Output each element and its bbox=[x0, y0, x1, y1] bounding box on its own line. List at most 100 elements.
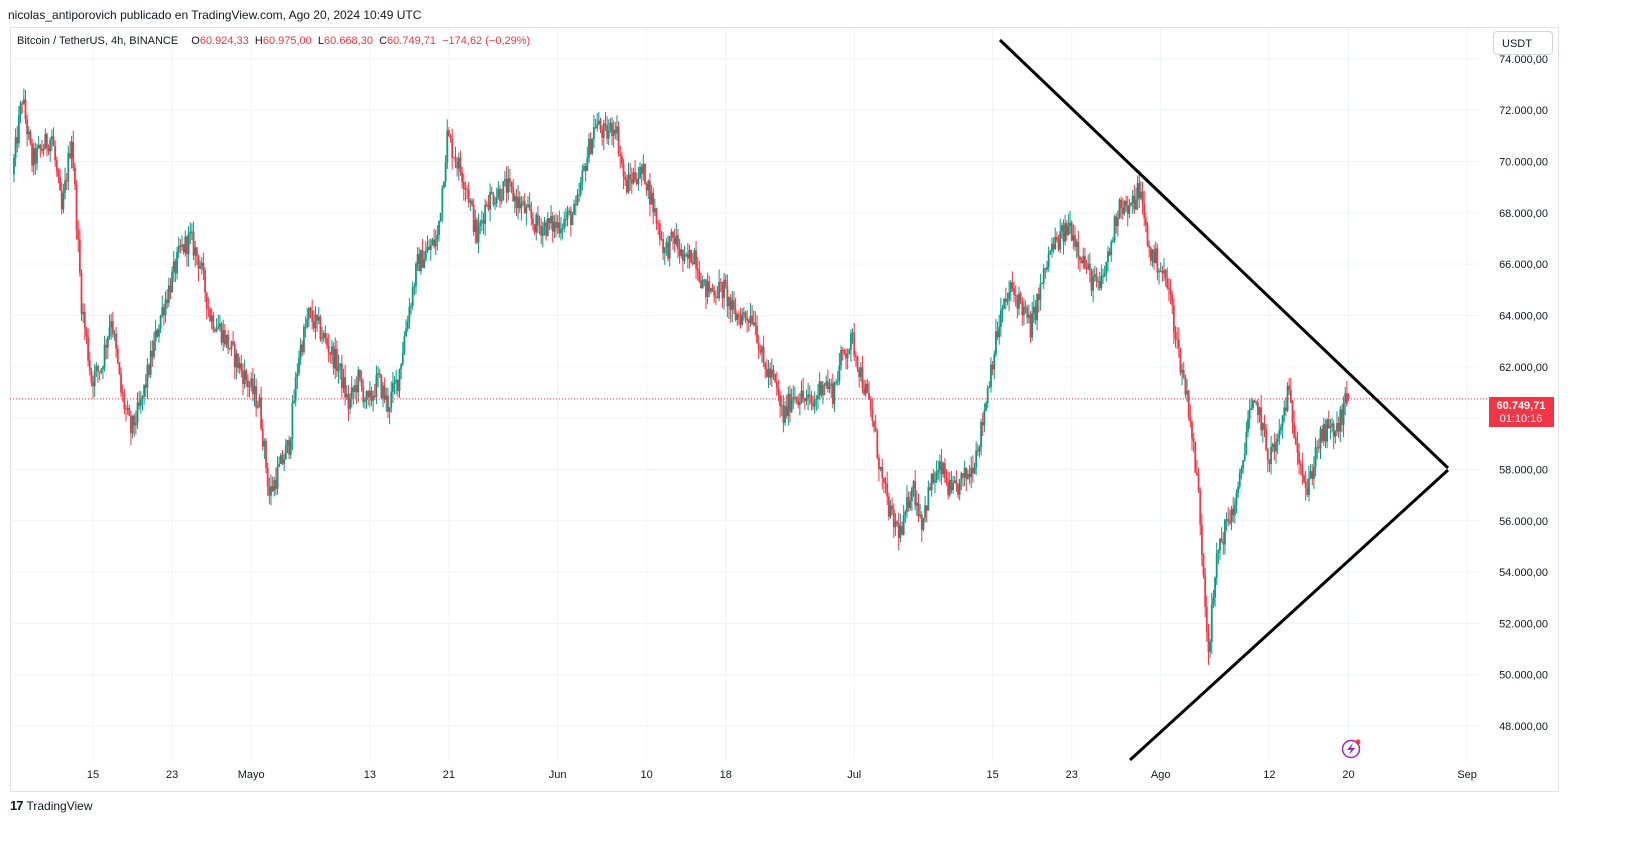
candle-body bbox=[457, 157, 460, 169]
candle-body bbox=[970, 467, 973, 478]
candle-body bbox=[939, 461, 941, 470]
candle-body bbox=[892, 509, 895, 528]
candle-body bbox=[553, 221, 556, 232]
candle-body bbox=[415, 263, 417, 287]
candle-body bbox=[49, 139, 52, 152]
lightning-icon[interactable] bbox=[1341, 739, 1361, 759]
candle-body bbox=[401, 352, 404, 365]
triangle-drawing[interactable] bbox=[998, 38, 1450, 762]
candle-body bbox=[686, 254, 689, 259]
candle-body bbox=[1263, 423, 1266, 430]
candle-body bbox=[812, 403, 814, 407]
candle-body bbox=[1265, 429, 1268, 450]
candle-body bbox=[1138, 183, 1141, 199]
candle-body bbox=[134, 422, 137, 426]
candle-body bbox=[219, 323, 221, 327]
symbol-legend: Bitcoin / TetherUS, 4h, BINANCE O60.924,… bbox=[17, 35, 531, 47]
candle-body bbox=[87, 336, 89, 361]
candle-body bbox=[909, 500, 912, 508]
candle-body bbox=[737, 314, 740, 317]
candle-body bbox=[1296, 444, 1299, 453]
candle-body bbox=[441, 187, 444, 213]
candle-body bbox=[1308, 478, 1310, 495]
candle-body bbox=[1270, 446, 1272, 465]
candle-body bbox=[1110, 241, 1113, 256]
candle-body bbox=[838, 365, 841, 381]
symbol-name[interactable]: Bitcoin / TetherUS, 4h, BINANCE bbox=[17, 35, 179, 47]
candle-body bbox=[1057, 239, 1060, 250]
candle-body bbox=[222, 330, 225, 343]
candle-body bbox=[917, 502, 920, 517]
candle-body bbox=[212, 315, 215, 330]
candle-body bbox=[24, 99, 27, 120]
candle-body bbox=[1189, 416, 1192, 422]
candle-body bbox=[891, 505, 894, 510]
candle-body bbox=[653, 208, 656, 213]
candle-body bbox=[1029, 314, 1032, 338]
candle-body bbox=[848, 349, 851, 355]
candle-body bbox=[650, 192, 653, 205]
candle-body bbox=[1100, 275, 1103, 289]
candle-body bbox=[194, 247, 197, 256]
candle-body bbox=[973, 467, 976, 474]
candle-body bbox=[492, 194, 495, 205]
candle-body bbox=[133, 415, 136, 426]
candle-body bbox=[1179, 347, 1182, 373]
candle-body bbox=[102, 366, 104, 370]
y-tick-label: 74.000,00 bbox=[1499, 54, 1548, 66]
time-axis[interactable]: 15 23 Mayo 13 21 Jun 10 18 Jul 15 23 Ago 12 20 Sep bbox=[87, 769, 1477, 781]
candle-body bbox=[130, 415, 132, 434]
candle-body bbox=[100, 369, 103, 373]
candle-body bbox=[1187, 390, 1190, 417]
candle-body bbox=[1118, 199, 1121, 218]
candle-body bbox=[118, 362, 121, 374]
candle-body bbox=[588, 138, 590, 158]
candle-body bbox=[1024, 306, 1027, 308]
candle-body bbox=[108, 327, 111, 337]
candle-body bbox=[1051, 243, 1053, 252]
candle-body bbox=[13, 157, 15, 175]
candle-body bbox=[26, 119, 29, 135]
candle-body bbox=[670, 231, 673, 237]
candle-body bbox=[177, 245, 180, 253]
candle-body bbox=[317, 316, 320, 321]
candle-body bbox=[21, 103, 24, 105]
candle-body bbox=[507, 178, 510, 193]
candle-body bbox=[548, 218, 551, 224]
candle-body bbox=[772, 369, 775, 374]
candle-body bbox=[983, 410, 986, 426]
candle-body bbox=[202, 262, 205, 271]
candle-body bbox=[195, 247, 198, 257]
x-tick-label: 15 bbox=[987, 769, 999, 781]
y-tick-label: 72.000,00 bbox=[1499, 105, 1548, 117]
tradingview-logo[interactable]: 17 TradingView bbox=[10, 798, 93, 813]
candle-body bbox=[1163, 270, 1165, 274]
candle-body bbox=[729, 297, 732, 310]
candle-body bbox=[1212, 597, 1215, 605]
candle-body bbox=[1121, 207, 1124, 214]
candle-body bbox=[497, 188, 500, 198]
currency-button[interactable]: USDT bbox=[1493, 31, 1553, 55]
candle-body bbox=[1219, 538, 1221, 551]
price-axis[interactable]: 48.000,00 50.000,00 52.000,00 54.000,00 56.0… bbox=[1499, 54, 1548, 733]
candle-body bbox=[1036, 294, 1039, 321]
candle-body bbox=[968, 473, 971, 478]
candle-body bbox=[387, 395, 389, 412]
candle-body bbox=[250, 378, 253, 387]
candle-body bbox=[426, 246, 429, 252]
candle-body bbox=[116, 348, 119, 363]
candle-body bbox=[568, 210, 571, 212]
candle-body bbox=[260, 397, 262, 429]
candle-body bbox=[1085, 267, 1088, 269]
candle-body bbox=[121, 392, 124, 395]
candle-body bbox=[120, 373, 122, 393]
candle-body bbox=[156, 330, 159, 337]
candle-body bbox=[803, 398, 806, 401]
candle-body bbox=[1271, 444, 1274, 447]
candle-body bbox=[508, 178, 511, 182]
candle-body bbox=[1116, 217, 1119, 226]
candle-body bbox=[1021, 301, 1024, 316]
grid bbox=[10, 28, 1479, 762]
candle-body bbox=[125, 408, 127, 410]
